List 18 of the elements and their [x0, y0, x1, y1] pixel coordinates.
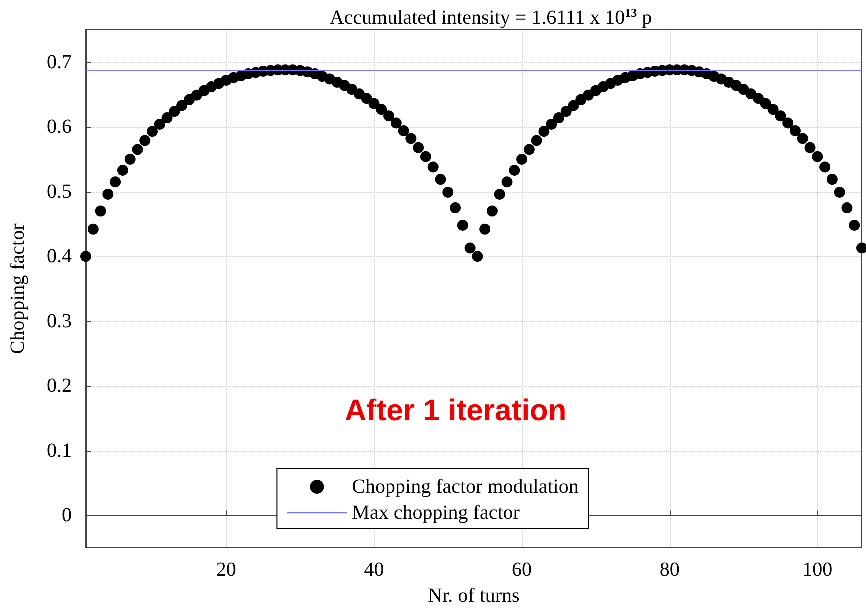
- x-tick-label: 80: [660, 559, 680, 581]
- x-axis-title: Nr. of turns: [428, 585, 520, 607]
- legend-label: Max chopping factor: [352, 502, 520, 524]
- x-tick-label: 60: [512, 559, 532, 581]
- y-axis-title: Chopping factor: [7, 223, 29, 354]
- y-tick-label: 0.5: [47, 180, 72, 203]
- y-tick-label: 0.4: [47, 246, 72, 268]
- y-tick-label: 0.6: [47, 116, 72, 138]
- y-tick-label: 0.1: [47, 440, 72, 462]
- y-tick-label: 0.2: [47, 375, 72, 398]
- annotation: After 1 iteration: [345, 394, 567, 428]
- legend-label: Chopping factor modulation: [352, 476, 579, 498]
- y-tick-label: 0: [62, 504, 72, 527]
- x-tick-label: 20: [216, 559, 236, 581]
- x-tick-label: 40: [364, 559, 384, 581]
- x-tick-label: 100: [802, 559, 833, 581]
- y-tick-label: 0.7: [47, 51, 72, 74]
- y-tick-label: 0.3: [47, 310, 72, 332]
